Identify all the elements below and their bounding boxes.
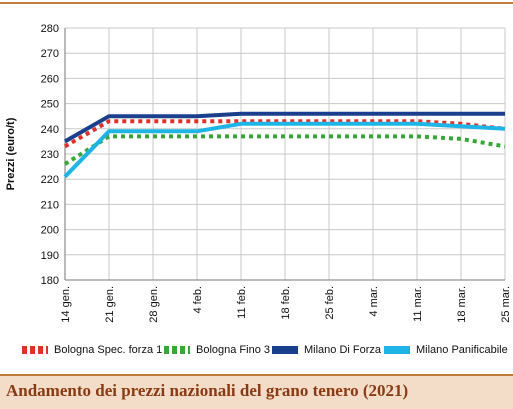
series-line-bologna-spec [64, 119, 506, 149]
x-tick-label: 25 mar. [500, 286, 512, 323]
chart-canvas: 180 190 200 210 220 230 240 250 260 270 280 14 gen.… [5, 23, 512, 323]
series-line-milano-forza [64, 111, 505, 144]
top-rule [0, 2, 513, 4]
series-line-bologna-fino [63, 134, 506, 166]
x-tick-label: 11 feb. [236, 286, 248, 319]
y-tick-label: 220 [41, 174, 59, 186]
x-tick-label: 18 mar. [456, 286, 468, 323]
x-tick-label: 25 feb. [324, 286, 336, 320]
legend-swatch-bologna-spec [22, 346, 48, 354]
legend-swatch-milano-forza [272, 346, 298, 354]
x-tick-label: 4 feb. [192, 286, 204, 314]
y-tick-label: 200 [41, 225, 59, 237]
y-tick-label: 240 [41, 124, 59, 136]
legend-swatch-bologna-fino [164, 346, 190, 354]
chart-title: Andamento dei prezzi nazionali del grano… [6, 381, 409, 400]
legend-swatch-milano-panif [384, 346, 410, 354]
legend-label-bologna-fino: Bologna Fino 3 [196, 344, 270, 356]
y-tick-label: 280 [41, 23, 59, 35]
x-tick-label: 11 mar. [412, 286, 424, 322]
y-tick-label: 210 [41, 199, 59, 211]
y-tick-label: 180 [41, 275, 59, 287]
x-tick-label: 14 gen. [60, 286, 72, 323]
y-tick-label: 190 [41, 250, 59, 262]
y-axis-label: Prezzi (euro/t) [5, 117, 17, 190]
x-tick-label: 4 mar. [368, 286, 380, 317]
x-tick-label: 28 gen. [148, 286, 160, 323]
y-tick-label: 250 [41, 99, 59, 111]
y-tick-label: 270 [41, 48, 59, 60]
y-tick-label: 230 [41, 149, 59, 161]
legend: Bologna Spec. forza 1 Bologna Fino 3 Mil… [22, 340, 512, 360]
legend-label-milano-forza: Milano Di Forza [304, 344, 382, 356]
legend-item-bologna-fino: Bologna Fino 3 [164, 340, 270, 360]
footer-banner: Andamento dei prezzi nazionali del grano… [0, 374, 513, 409]
series-line-milano-panif [63, 121, 506, 179]
legend-label-bologna-spec: Bologna Spec. forza 1 [54, 344, 163, 356]
x-tick-label: 21 gen. [104, 286, 116, 323]
x-tick-label: 18 feb. [280, 286, 292, 320]
y-tick-label: 260 [41, 73, 59, 85]
legend-label-milano-panif: Milano Panificabile [416, 344, 508, 356]
legend-item-milano-panif: Milano Panificabile [384, 340, 508, 360]
legend-item-milano-forza: Milano Di Forza [272, 340, 381, 360]
legend-item-bologna-spec: Bologna Spec. forza 1 [22, 340, 162, 360]
